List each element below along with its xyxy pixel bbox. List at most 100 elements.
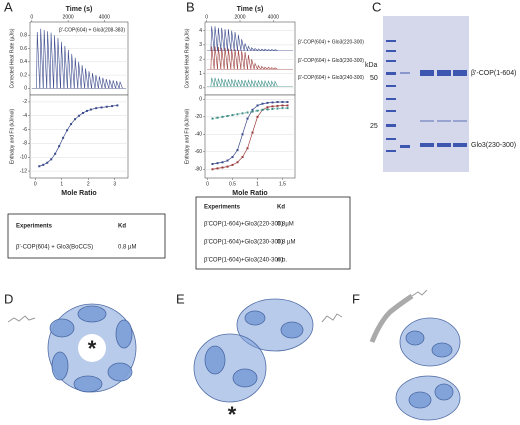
data-point [231,114,234,117]
structure-f [369,289,461,421]
y-tick-label: -8 [23,141,28,147]
y-tick-label: 0 [199,85,202,91]
data-point [271,101,274,104]
table-cell: β'COP(1-604)+Glo3(220-300) [204,222,283,228]
injection-peak [223,79,228,87]
structure-e [193,298,343,403]
y-tick-label: 0 [24,86,27,92]
injection-peak [223,47,228,70]
data-point [50,158,53,161]
data-point [226,165,229,168]
injection-peak [230,49,235,70]
injection-peak [36,31,41,89]
data-point [211,163,214,166]
x-tick-label: 2000 [63,14,74,20]
injection-peak [233,49,238,70]
injection-peak [247,79,252,87]
injection-peak [227,79,232,87]
injection-peak [220,47,225,70]
data-point [211,117,214,120]
injection-peak [260,79,265,87]
table-header: Kd [277,204,285,210]
injection-peak [240,39,245,51]
data-point [58,145,61,148]
data-point [42,163,45,166]
injection-peak [80,65,85,89]
data-point [256,104,259,107]
data-point [241,133,244,136]
data-point [54,152,57,155]
data-point [89,108,92,111]
injection-peak [250,59,255,70]
y-axis-label: Corrected Heat Rate (µJ/s) [9,28,15,88]
data-point [216,167,219,170]
panel-label: E [176,291,185,306]
data-point [271,107,274,110]
x-axis-label: Time (s) [66,6,93,13]
data-point [246,117,249,120]
x-tick-label: 0 [205,14,208,20]
asterisk: * [88,336,97,361]
table-cell: 0.8 µM [118,245,136,251]
table-header: Kd [118,224,126,230]
injection-peak [56,37,61,89]
y-axis-label: Enthalpy and Fit (kJ/mol) [9,109,15,165]
data-point [276,107,279,110]
panel-label: A [4,0,13,14]
y-tick-label: 3 [199,42,202,48]
data-point [286,100,289,103]
plot-area [204,94,296,179]
injection-peak [263,66,268,70]
injection-peak [213,26,218,51]
y-tick-label: -4 [23,113,28,119]
injection-peak [98,76,103,89]
injection-peak [230,79,235,87]
data-point [62,136,65,139]
injection-peak [240,50,245,70]
plot-area [29,94,129,179]
data-point [236,113,239,116]
injection-peak [253,47,258,51]
data-point [271,105,274,108]
data-point [85,109,88,112]
data-point [266,108,269,111]
injection-peak [213,77,218,87]
data-point [211,168,214,171]
fit-line [212,101,288,165]
gel-band-label: β'-COP(1-604) [471,70,516,77]
injection-peak [233,79,238,87]
injection-peak [217,78,222,87]
gel-background [383,16,469,172]
injection-peak [270,80,275,87]
data-point [251,108,254,111]
data-point [221,166,224,169]
table-header: Experiments [16,224,53,230]
injection-peak [273,80,278,87]
data-point [226,159,229,162]
injection-peak [67,49,72,89]
panel-label: D [4,291,13,306]
data-point [216,162,219,165]
data-point [256,115,259,118]
injection-peak [263,79,268,87]
injection-peak [273,67,278,70]
data-point [231,163,234,166]
gel-bands [386,40,467,152]
gel-unit: kDa [365,62,378,69]
y-tick-label: -60 [195,149,202,155]
x-tick-label: 0 [30,14,33,20]
data-point [70,123,73,126]
data-point [216,116,219,119]
panel-label: F [352,291,360,306]
injection-peak [253,62,258,70]
data-point [38,165,41,168]
injection-peak [237,79,242,87]
x-axis-label: Mole Ratio [61,190,96,197]
injection-peak [260,65,265,70]
injection-peak [243,80,248,87]
fit-line [212,107,288,119]
data-point [276,104,279,107]
data-point [261,108,264,111]
legend-entry: β'-COP(604) + Glo3(220-300) [298,39,364,45]
